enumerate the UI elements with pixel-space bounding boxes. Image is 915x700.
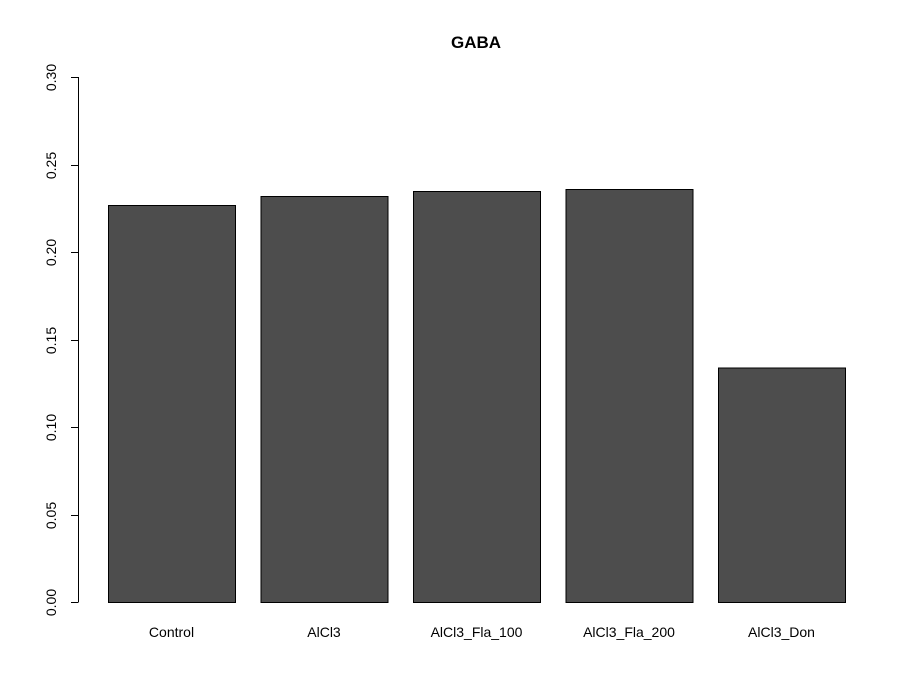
bars-group: [108, 189, 846, 603]
y-tick-label: 0.10: [43, 414, 59, 441]
x-tick-label: Control: [149, 624, 194, 640]
y-tick-label: 0.15: [43, 327, 59, 354]
y-tick-label: 0.00: [43, 589, 59, 616]
x-tick-label: AlCl3_Don: [748, 624, 815, 640]
y-tick-label: 0.20: [43, 239, 59, 266]
y-tick-label: 0.25: [43, 152, 59, 179]
y-tick-label: 0.30: [43, 64, 59, 91]
x-axis-labels: Control AlCl3 AlCl3_Fla_100 AlCl3_Fla_200 Al…: [149, 624, 815, 640]
x-tick-label: AlCl3_Fla_100: [431, 624, 523, 640]
y-axis: 0.00 0.05 0.10 0.15 0.20 0.25 0.30: [43, 64, 79, 616]
bar-alcl3-don: [718, 367, 846, 603]
x-tick-label: AlCl3_Fla_200: [583, 624, 675, 640]
bar-alcl3-fla-200: [565, 189, 694, 603]
bar-control: [108, 204, 236, 603]
bar-alcl3: [260, 196, 389, 603]
y-tick-label: 0.05: [43, 502, 59, 529]
x-tick-label: AlCl3: [307, 624, 341, 640]
chart-title: GABA: [451, 33, 501, 52]
bar-alcl3-fla-100: [413, 190, 541, 603]
